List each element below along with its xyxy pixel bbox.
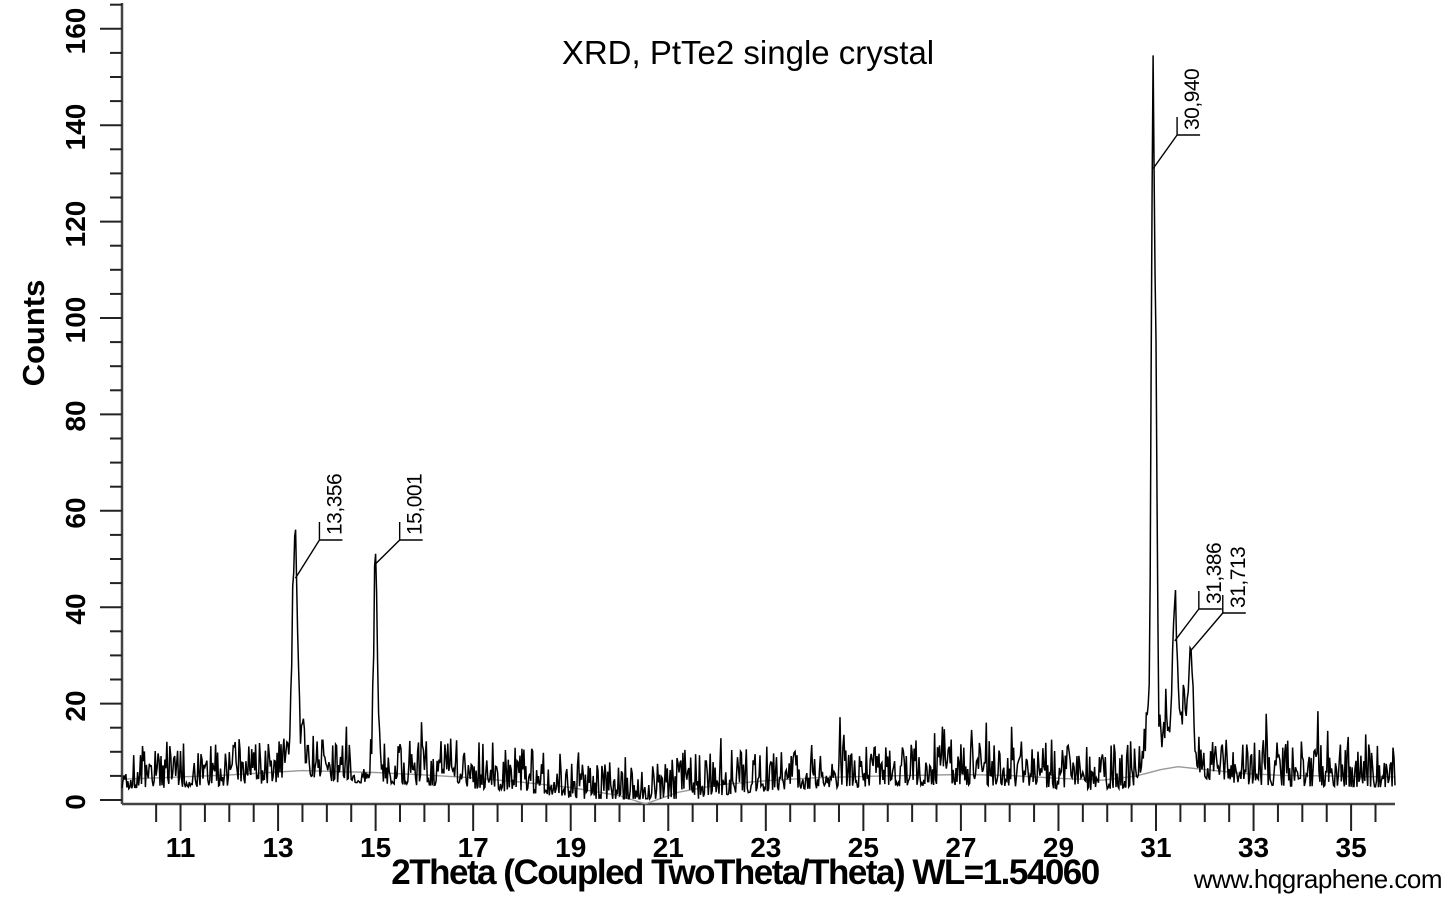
x-tick-label: 19 [555, 832, 587, 863]
x-tick-label: 15 [360, 832, 392, 863]
x-tick-label: 25 [847, 832, 879, 863]
peak-annotation-line [1190, 595, 1246, 652]
x-tick-label: 21 [652, 832, 684, 863]
x-tick-label: 35 [1335, 832, 1367, 863]
chart-title: XRD, PtTe2 single crystal [561, 34, 935, 71]
y-tick-label: 20 [60, 690, 91, 722]
y-tick-label: 40 [60, 593, 91, 625]
y-tick-label: 120 [60, 200, 91, 247]
peak-annotation-line [375, 522, 423, 565]
peak-annotation-label: 30,940 [1181, 69, 1204, 130]
x-tick-label: 27 [945, 832, 977, 863]
y-tick-label: 80 [60, 400, 91, 432]
peak-annotation-line [1174, 591, 1222, 642]
xrd-trace [121, 55, 1396, 801]
x-tick-label: 13 [262, 832, 294, 863]
y-tick-label: 60 [60, 497, 91, 529]
peak-annotation-label: 15,001 [404, 474, 427, 535]
watermark-text: www.hqgraphene.com [1193, 864, 1443, 894]
peak-annotation-label: 13,356 [323, 474, 346, 535]
peak-annotation-line [294, 522, 343, 579]
y-tick-label: 0 [60, 794, 91, 810]
y-axis-title: Counts [16, 279, 51, 387]
y-tick-label: 160 [60, 7, 91, 55]
peak-annotation-label: 31,713 [1227, 547, 1250, 608]
x-tick-label: 17 [457, 832, 489, 863]
x-tick-label: 29 [1042, 832, 1075, 863]
x-tick-label: 31 [1140, 832, 1172, 863]
x-axis-title: 2Theta (Coupled TwoTheta/Theta) WL=1.540… [391, 853, 1100, 892]
y-tick-label: 140 [60, 103, 91, 151]
x-tick-label: 23 [750, 832, 782, 863]
y-tick-label: 100 [60, 296, 91, 344]
x-tick-label: 33 [1237, 832, 1270, 863]
peak-annotation-line [1152, 117, 1201, 170]
x-tick-label: 11 [165, 832, 196, 863]
peak-annotation-label: 31,386 [1203, 543, 1226, 604]
